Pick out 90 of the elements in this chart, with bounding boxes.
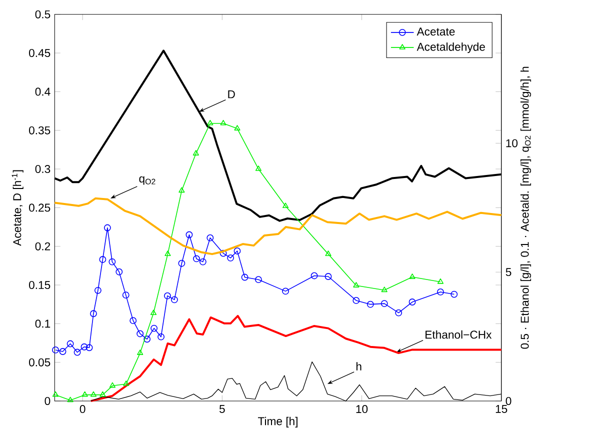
point bbox=[186, 231, 193, 238]
y-tick-label: 0.35 bbox=[29, 126, 50, 134]
point bbox=[193, 255, 200, 262]
y2-tick-label: 10 bbox=[506, 139, 518, 148]
point bbox=[282, 288, 290, 295]
point bbox=[437, 278, 444, 284]
y-tick-label: 0.4 bbox=[35, 88, 50, 96]
x-axis-title: Time [h] bbox=[258, 416, 298, 428]
point bbox=[324, 273, 332, 280]
y2-axis-title: 0.5 · Ethanol [g/l], 0.1 · Acetald. [mg/l], q$_{O2}$ [mmol/g/h], h bbox=[520, 66, 532, 349]
point bbox=[144, 336, 151, 343]
point bbox=[52, 391, 59, 397]
point bbox=[409, 274, 416, 279]
point bbox=[74, 348, 81, 356]
point bbox=[59, 348, 66, 355]
point bbox=[206, 234, 214, 242]
point bbox=[234, 248, 241, 254]
annotation: Ethanol−CHx bbox=[426, 330, 492, 339]
point bbox=[352, 297, 360, 304]
point bbox=[207, 120, 214, 126]
y-tick-label: 0.25 bbox=[29, 204, 50, 212]
point bbox=[136, 330, 144, 338]
point bbox=[150, 310, 157, 316]
y-tick-label: 0.15 bbox=[29, 281, 50, 290]
point bbox=[241, 274, 248, 281]
y-tick-label: 0.3 bbox=[35, 165, 50, 174]
y-axis-title: Acetate, D [h$^{-1}$] bbox=[12, 170, 24, 246]
legend-label: Acetate bbox=[416, 28, 455, 36]
point bbox=[254, 276, 262, 284]
point bbox=[108, 258, 116, 266]
point bbox=[116, 268, 123, 276]
x-tick-label: 0 bbox=[80, 405, 86, 414]
point bbox=[255, 166, 262, 171]
point bbox=[408, 298, 416, 306]
point bbox=[100, 391, 106, 397]
point bbox=[66, 340, 74, 348]
point bbox=[109, 382, 116, 388]
y-tick-label: 0.1 bbox=[35, 320, 50, 328]
point bbox=[170, 296, 178, 304]
point bbox=[178, 187, 185, 193]
point bbox=[395, 309, 402, 316]
point bbox=[158, 333, 164, 340]
point bbox=[353, 282, 360, 288]
y2-tick-label: 5 bbox=[506, 268, 512, 276]
point bbox=[325, 250, 332, 256]
x-tick-label: 15 bbox=[496, 405, 508, 413]
y-tick-label: 0.45 bbox=[29, 49, 50, 58]
point bbox=[381, 286, 388, 292]
point bbox=[178, 260, 186, 267]
y-tick-label: 0.5 bbox=[35, 10, 50, 18]
point bbox=[99, 256, 106, 263]
point bbox=[67, 396, 74, 402]
point bbox=[137, 350, 144, 355]
point bbox=[282, 202, 289, 208]
x-tick-label: 5 bbox=[219, 405, 225, 413]
point bbox=[164, 250, 171, 256]
point bbox=[234, 125, 240, 130]
point bbox=[94, 286, 102, 294]
point bbox=[450, 290, 458, 298]
point bbox=[199, 258, 206, 266]
point bbox=[52, 346, 59, 354]
annotation: D bbox=[228, 90, 235, 98]
point bbox=[86, 344, 93, 352]
point bbox=[310, 272, 318, 280]
point bbox=[227, 254, 234, 262]
point bbox=[437, 288, 444, 296]
point bbox=[380, 300, 388, 308]
x-tick-label: 10 bbox=[356, 405, 368, 414]
y-tick-label: 0.2 bbox=[35, 242, 50, 250]
annotation: q$_{O2}$ bbox=[139, 176, 156, 185]
point bbox=[82, 391, 88, 397]
point bbox=[122, 292, 130, 299]
point bbox=[90, 310, 97, 318]
y2-tick-label: 0 bbox=[506, 396, 512, 406]
point bbox=[164, 292, 171, 300]
point bbox=[192, 150, 199, 156]
point bbox=[104, 224, 111, 232]
point bbox=[130, 317, 137, 324]
point bbox=[90, 391, 97, 397]
point bbox=[80, 343, 88, 350]
line-series bbox=[90, 314, 502, 402]
point bbox=[220, 250, 227, 257]
point bbox=[123, 380, 130, 386]
point bbox=[220, 120, 226, 126]
y-tick-label: 0 bbox=[44, 396, 50, 406]
point bbox=[366, 300, 374, 308]
annotation: h bbox=[356, 362, 362, 370]
y-tick-label: 0.05 bbox=[29, 358, 50, 366]
point bbox=[150, 324, 158, 332]
legend-label: Acetaldehyde bbox=[416, 42, 485, 54]
